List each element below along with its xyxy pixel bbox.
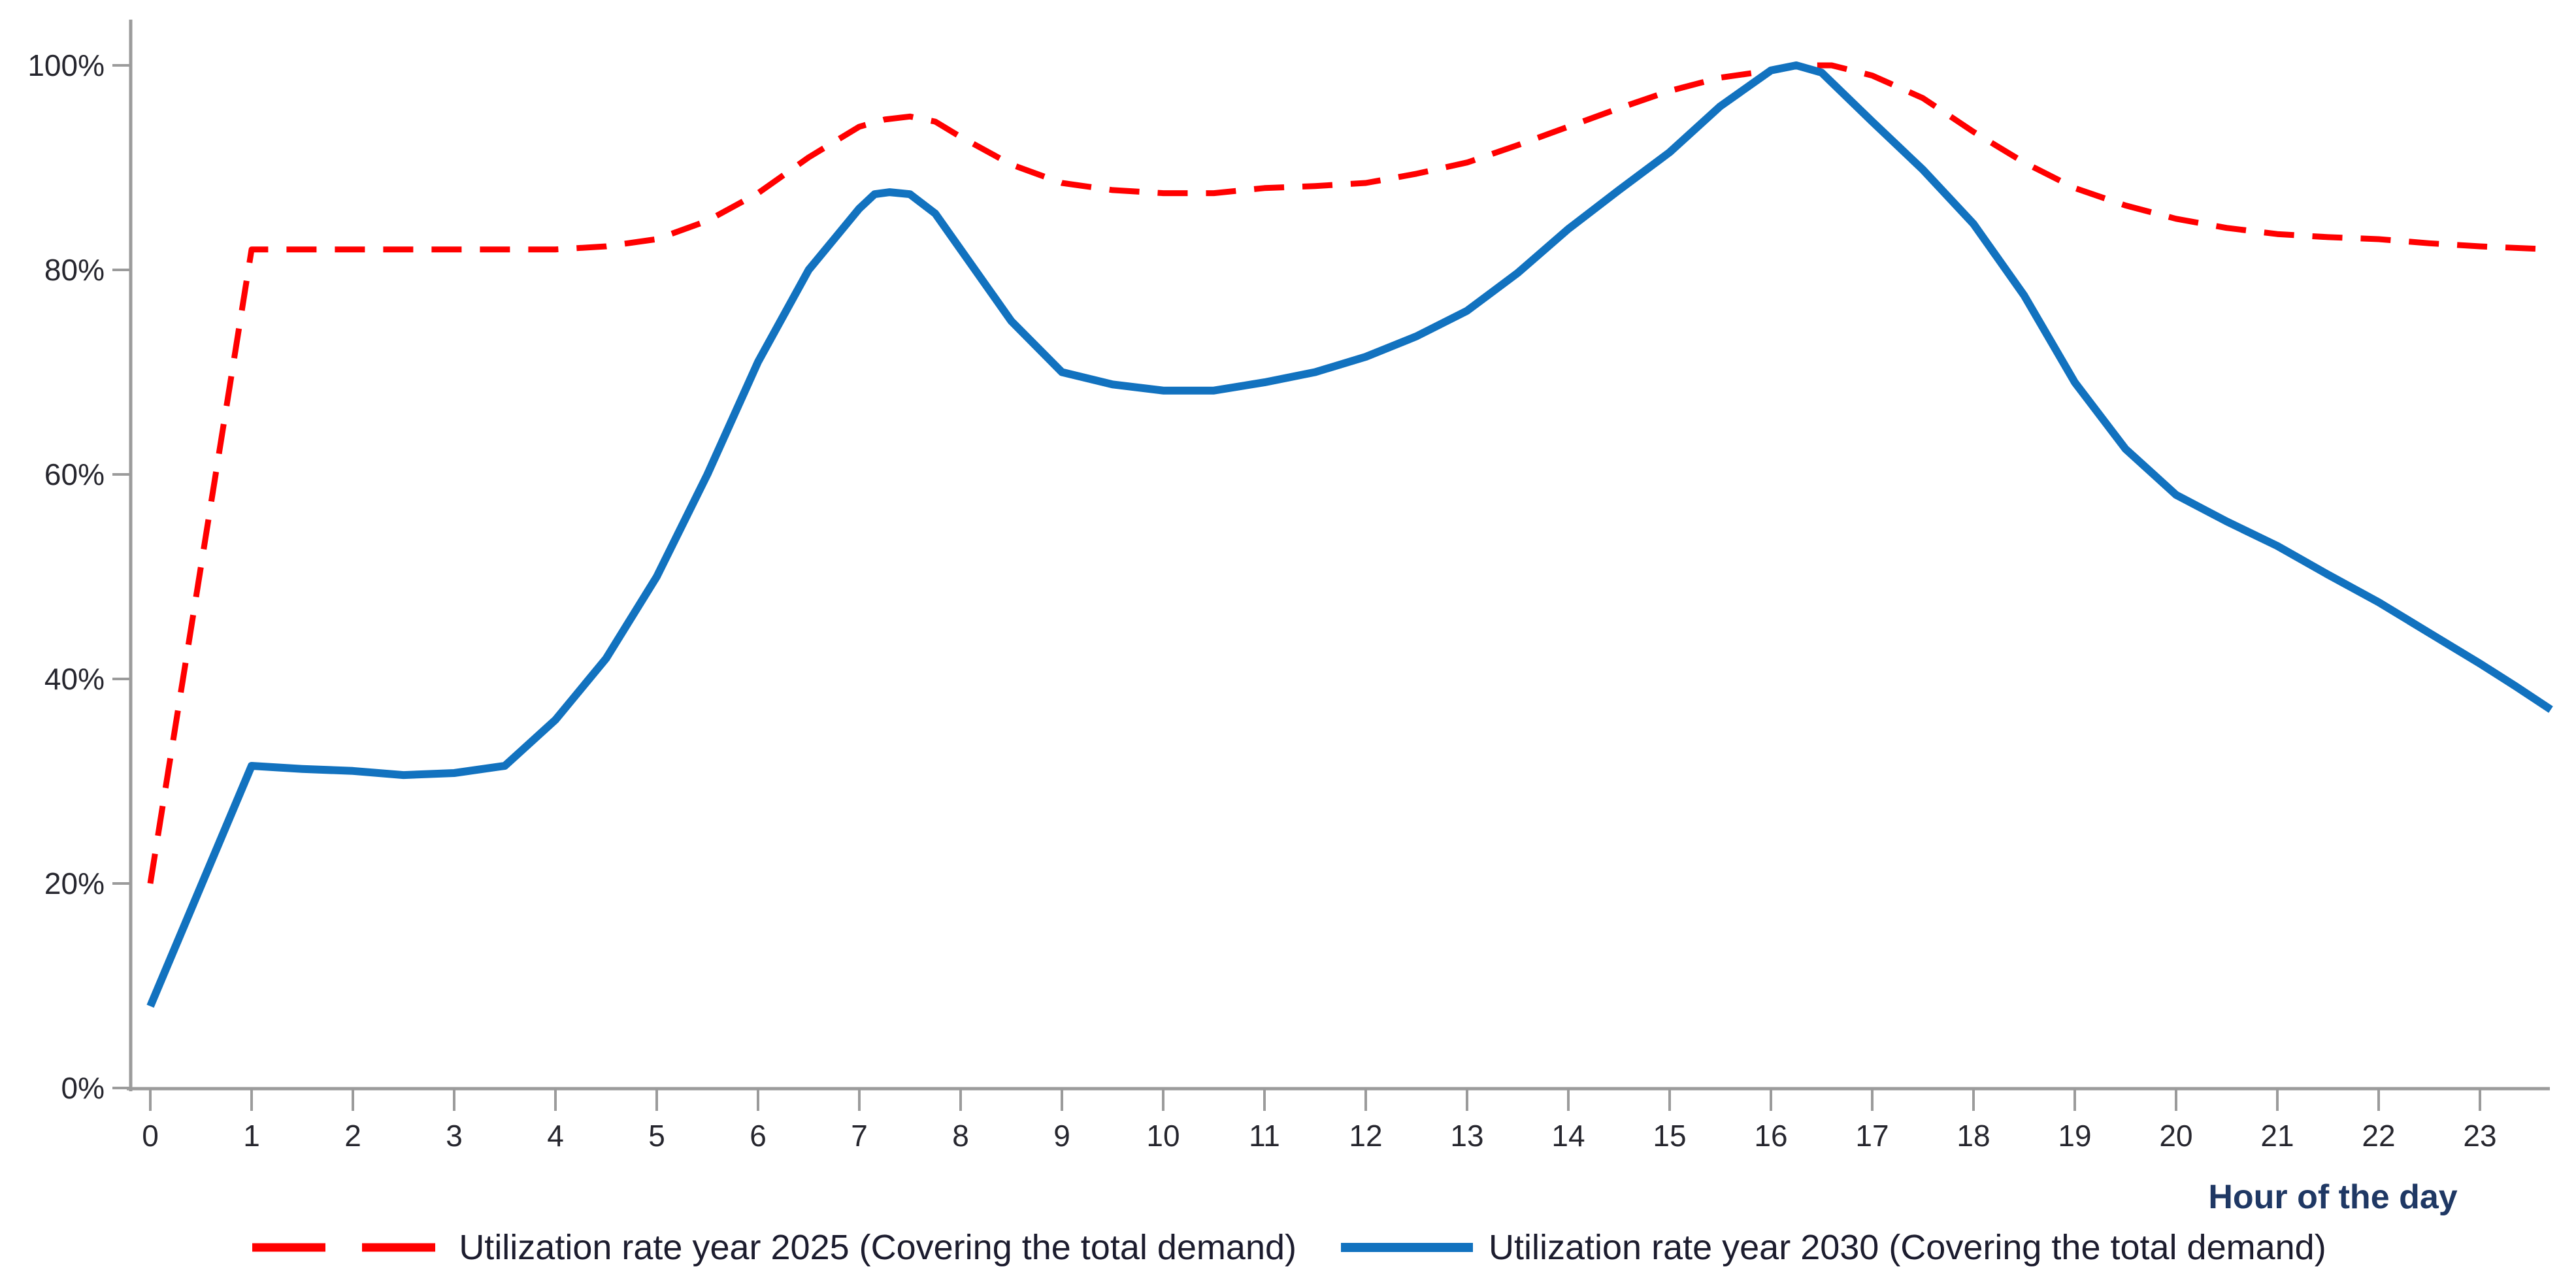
x-tick-label: 3 — [446, 1119, 463, 1153]
series-line-2025 — [147, 62, 2551, 884]
y-tick-label: 60% — [44, 457, 105, 491]
x-tick-label: 15 — [1653, 1119, 1686, 1153]
legend-label-2030: Utilization rate year 2030 (Covering the… — [1489, 1228, 2326, 1267]
x-tick-label: 12 — [1349, 1119, 1382, 1153]
legend: Utilization rate year 2025 (Covering the… — [0, 1227, 2576, 1268]
x-tick-label: 8 — [952, 1119, 969, 1153]
x-tick-label: 0 — [142, 1119, 159, 1153]
x-tick-label: 18 — [1957, 1119, 1990, 1153]
y-tick-label: 80% — [44, 253, 105, 287]
x-tick-label: 19 — [2058, 1119, 2091, 1153]
x-tick-label: 21 — [2260, 1119, 2294, 1153]
x-tick-label: 14 — [1551, 1119, 1585, 1153]
legend-sample-2030-solid-line — [1341, 1243, 1473, 1252]
x-tick-label: 11 — [1249, 1119, 1280, 1153]
x-tick-label: 1 — [243, 1119, 260, 1153]
y-tick-label: 0% — [61, 1071, 105, 1105]
x-tick-label: 6 — [750, 1119, 767, 1153]
x-tick-label: 5 — [648, 1119, 665, 1153]
y-tick-label: 20% — [44, 866, 105, 900]
x-tick-label: 7 — [851, 1119, 868, 1153]
x-tick-label: 9 — [1053, 1119, 1070, 1153]
x-tick-label: 17 — [1855, 1119, 1889, 1153]
y-tick-label: 100% — [27, 48, 105, 82]
x-tick-label: 23 — [2463, 1119, 2496, 1153]
x-tick-label: 22 — [2362, 1119, 2395, 1153]
x-tick-label: 4 — [547, 1119, 564, 1153]
legend-item-2025: Utilization rate year 2025 (Covering the… — [250, 1227, 1296, 1268]
x-axis-title: Hour of the day — [2208, 1178, 2458, 1216]
x-tick-label: 16 — [1754, 1119, 1787, 1153]
x-tick-label: 10 — [1146, 1119, 1180, 1153]
legend-sample-2025-dashed-line — [252, 1243, 444, 1252]
legend-label-2025: Utilization rate year 2025 (Covering the… — [459, 1228, 1296, 1267]
legend-item-2030: Utilization rate year 2030 (Covering the… — [1338, 1227, 2326, 1268]
x-tick-label: 20 — [2159, 1119, 2192, 1153]
x-tick-label: 13 — [1450, 1119, 1483, 1153]
x-tick-label: 2 — [344, 1119, 361, 1153]
y-tick-label: 40% — [44, 662, 105, 696]
series-line-2030 — [146, 61, 2553, 1008]
